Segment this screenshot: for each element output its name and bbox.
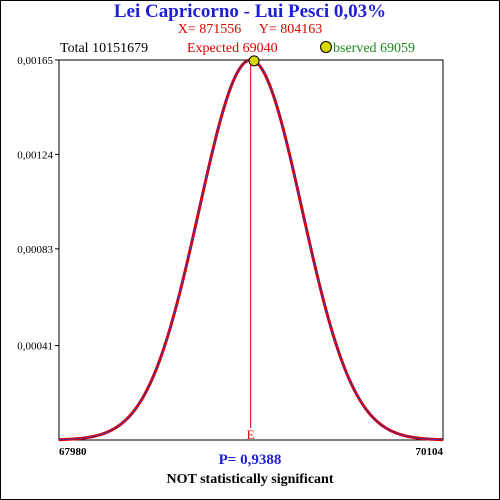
y-count: Y= 804163	[258, 22, 323, 37]
chart-title: Lei Capricorno - Lui Pesci 0,03%	[113, 1, 387, 22]
p-value: P= 0,9388	[218, 452, 282, 468]
y-ticks: 0,00041 0,00083 0,00124 0,00165	[17, 55, 59, 353]
y-tick-label: 0,00165	[17, 55, 53, 67]
marker-layer: E	[247, 55, 260, 442]
expected-count: Expected 69040	[187, 41, 278, 56]
x-tick-labels: 67980 70104	[59, 446, 444, 458]
y-tick-label: 0,00083	[17, 244, 53, 256]
x-count: X= 871556	[177, 22, 242, 37]
xy-counts: X= 871556 Y= 804163	[0, 22, 500, 38]
y-tick-label: 0,00041	[17, 341, 53, 353]
observed-point	[248, 55, 260, 67]
observed-legend: bserved 69059	[320, 41, 415, 57]
significance-verdict: NOT statistically significant	[166, 472, 334, 487]
y-tick-label: 0,00124	[17, 149, 53, 161]
x-tick-label: 70104	[416, 446, 444, 458]
total-count: Total 10151679	[60, 41, 149, 56]
expected-label: E	[247, 427, 255, 442]
x-tick-label: 67980	[59, 446, 87, 458]
observed-dot-icon	[320, 41, 332, 53]
observed-count: bserved 69059	[333, 41, 416, 56]
